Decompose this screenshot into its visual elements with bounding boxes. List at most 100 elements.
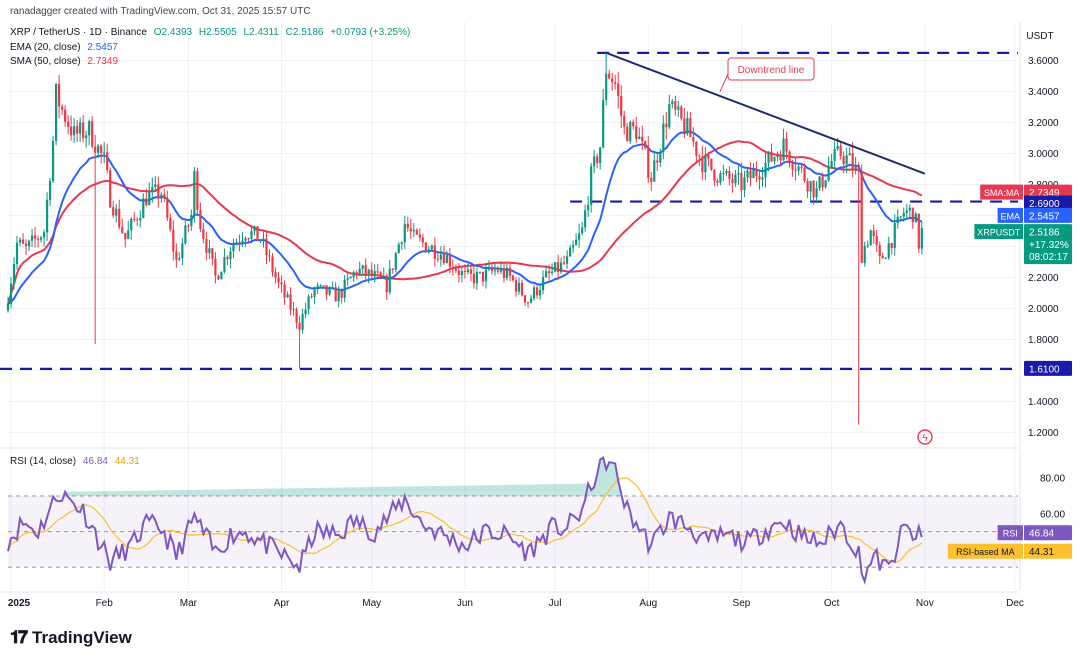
rsi-tick-label: 80.00 bbox=[1040, 474, 1065, 485]
time-tick-label: Oct bbox=[824, 598, 840, 609]
candle bbox=[226, 256, 229, 260]
candle bbox=[361, 265, 364, 269]
candle bbox=[668, 104, 671, 128]
candle bbox=[352, 272, 355, 277]
price-tick-label: 1.2000 bbox=[1028, 428, 1059, 439]
candle bbox=[779, 155, 782, 161]
candle bbox=[142, 198, 145, 219]
level-2690-label-value: 2.6900 bbox=[1029, 199, 1060, 210]
candle bbox=[151, 186, 154, 193]
candle bbox=[701, 156, 704, 173]
candle bbox=[617, 83, 620, 97]
time-tick-label: Jul bbox=[549, 598, 562, 609]
lightning-icon bbox=[917, 429, 933, 445]
candle bbox=[160, 194, 163, 199]
candle bbox=[436, 258, 439, 260]
candle bbox=[623, 115, 626, 127]
candle bbox=[905, 210, 908, 213]
candle bbox=[277, 277, 280, 283]
candle bbox=[364, 265, 367, 276]
candle bbox=[806, 180, 809, 192]
candle bbox=[581, 227, 584, 234]
candle bbox=[322, 285, 325, 287]
candle bbox=[400, 242, 403, 245]
candle bbox=[457, 270, 460, 276]
sma-legend-label: SMA (50, close) bbox=[10, 56, 81, 67]
candle bbox=[406, 223, 409, 229]
candle bbox=[175, 251, 178, 260]
ema-price-label-value: 2.5457 bbox=[1029, 211, 1060, 222]
ema-legend-label: EMA (20, close) bbox=[10, 42, 81, 53]
candle bbox=[788, 151, 791, 164]
xrp-price-label-name: XRPUSDT bbox=[977, 228, 1021, 238]
candle bbox=[427, 249, 430, 252]
candle bbox=[842, 156, 845, 165]
candle bbox=[460, 271, 463, 276]
candle bbox=[535, 287, 539, 296]
candle bbox=[650, 177, 653, 182]
tradingview-logo-text: TradingView bbox=[32, 627, 132, 647]
ema-legend-value: 2.5457 bbox=[87, 42, 118, 53]
candle bbox=[547, 271, 551, 274]
price-tick-label: 3.0000 bbox=[1028, 149, 1059, 160]
candle bbox=[94, 146, 97, 153]
candle bbox=[854, 166, 857, 170]
ohlc-change: +0.0793 (+3.25%) bbox=[330, 27, 411, 38]
candle bbox=[39, 237, 43, 240]
candle bbox=[469, 269, 473, 274]
candle bbox=[36, 238, 40, 240]
candle bbox=[499, 268, 503, 272]
candle bbox=[860, 170, 863, 264]
candle bbox=[307, 296, 310, 310]
candle bbox=[908, 207, 911, 211]
candle bbox=[61, 106, 64, 110]
ema-price-label-value-tag bbox=[1024, 207, 1072, 223]
candle bbox=[256, 226, 259, 241]
candle bbox=[902, 212, 905, 217]
candle bbox=[529, 298, 533, 303]
candle bbox=[253, 226, 256, 232]
candle bbox=[100, 145, 103, 153]
candle bbox=[412, 229, 415, 232]
tradingview-logo[interactable]: 𝟏𝟕 TradingView bbox=[10, 627, 132, 648]
candle bbox=[319, 285, 322, 287]
xrp-price-label-value: 2.5186 bbox=[1029, 228, 1060, 239]
candle bbox=[259, 240, 262, 242]
candle bbox=[776, 155, 779, 158]
ema-legend[interactable]: EMA (20, close) 2.5457 bbox=[10, 42, 122, 53]
rsi-legend[interactable]: RSI (14, close) 46.84 44.31 bbox=[10, 456, 144, 467]
candle bbox=[737, 173, 740, 175]
level-1610-label-value: 1.6100 bbox=[1029, 364, 1060, 375]
candle bbox=[262, 238, 265, 241]
symbol-title: XRP / TetherUS · 1D · Binance bbox=[10, 27, 147, 38]
candle bbox=[304, 309, 307, 315]
candle bbox=[719, 173, 722, 183]
candle bbox=[611, 78, 614, 83]
candle bbox=[12, 263, 16, 284]
candle bbox=[178, 258, 181, 260]
xrp-price-label-value-tag bbox=[1024, 224, 1072, 265]
sma-legend[interactable]: SMA (50, close) 2.7349 bbox=[10, 56, 122, 67]
candle bbox=[794, 169, 797, 171]
candle bbox=[755, 169, 758, 177]
candle bbox=[785, 138, 788, 152]
price-tick-label: 2.0000 bbox=[1028, 304, 1059, 315]
candle bbox=[692, 137, 695, 142]
candle bbox=[403, 223, 406, 243]
candle bbox=[517, 282, 521, 292]
candle bbox=[566, 256, 569, 264]
candle bbox=[899, 216, 902, 218]
candle bbox=[544, 271, 548, 278]
candle bbox=[64, 109, 67, 122]
time-tick-label: Apr bbox=[274, 598, 290, 609]
candle bbox=[340, 291, 343, 298]
candle bbox=[295, 309, 298, 323]
candle bbox=[112, 207, 115, 216]
price-tick-label: 3.2000 bbox=[1028, 118, 1059, 129]
candle bbox=[887, 243, 890, 259]
candle bbox=[475, 272, 479, 284]
chart-credit: ranadagger created with TradingView.com,… bbox=[10, 6, 311, 17]
candle bbox=[82, 122, 85, 139]
rsi-ma-value: 44.31 bbox=[1029, 547, 1054, 558]
